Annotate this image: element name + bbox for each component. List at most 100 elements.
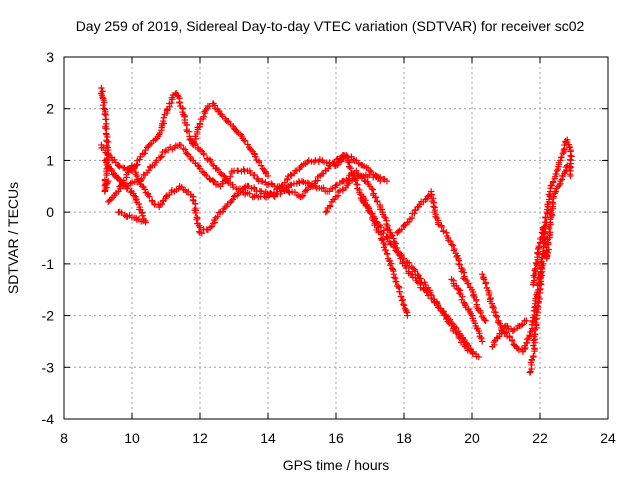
data-point [152,136,159,143]
y-tick-label: -1 [42,256,55,272]
data-point [456,289,463,297]
data-point [456,334,463,342]
data-point [417,284,424,291]
data-point [483,284,491,292]
data-point [219,172,227,179]
data-point [176,99,183,107]
data-point [268,180,275,187]
data-point [203,155,211,162]
data-point [136,178,143,185]
data-point [127,188,134,196]
series-track-7 [360,193,411,319]
data-point [347,165,354,172]
data-point [227,173,234,180]
data-point [568,153,575,160]
data-point [115,174,122,182]
data-point [497,321,504,329]
data-point [162,193,170,200]
chart-title: Day 259 of 2019, Sidereal Day-to-day VTE… [76,18,585,34]
data-point [435,221,442,228]
data-point [158,200,166,208]
y-tick-label: -3 [42,359,55,375]
x-tick-label: 16 [328,430,344,446]
data-point [373,172,380,180]
data-point [115,162,122,169]
series-track-14 [97,84,112,195]
data-point [304,179,312,186]
data-point [287,171,294,178]
data-point [448,322,455,330]
data-point [125,166,133,173]
x-tick-label: 24 [600,430,616,446]
data-point [208,223,215,230]
data-point [244,141,251,148]
data-point [141,150,148,157]
x-tick-label: 8 [60,430,68,446]
data-point [465,305,472,313]
data-point [168,99,175,107]
data-point [156,131,163,138]
data-point [386,226,393,234]
data-point [448,241,455,248]
data-point [455,333,462,341]
data-point [146,193,153,200]
x-tick-label: 22 [532,430,548,446]
data-point [105,138,112,146]
data-point [460,269,468,276]
data-point [366,208,374,216]
data-point [366,171,373,179]
data-point [445,318,452,325]
data-point [394,228,402,236]
data-point [443,229,450,236]
data-point [467,346,475,354]
data-point [397,293,405,300]
data-point [403,264,410,272]
data-point [264,172,272,180]
data-point [252,153,259,160]
data-point [100,105,108,112]
data-point [255,159,263,166]
data-point [323,207,331,215]
data-point [299,192,307,199]
data-point [370,217,377,224]
data-point [190,138,198,146]
data-point [135,200,143,208]
x-tick-label: 12 [192,430,208,446]
data-point [510,326,518,333]
data-point [133,172,141,180]
data-point [378,206,386,213]
data-point [193,216,200,224]
data-point [99,101,107,109]
data-point [423,289,431,296]
series-track-11 [489,317,530,350]
data-point [192,209,199,217]
data-point [339,185,347,193]
data-point [116,163,123,170]
data-point [515,346,523,354]
data-point [219,208,227,215]
data-point [456,261,463,268]
data-point [246,145,254,153]
data-point [449,242,457,249]
data-point [508,336,516,344]
data-point [123,185,131,192]
data-point [459,293,466,300]
data-point [388,231,395,239]
x-axis-label: GPS time / hours [283,457,390,473]
data-point [259,178,266,185]
data-point [532,316,539,323]
data-point [326,202,334,209]
data-point [481,316,488,324]
data-point [214,213,221,220]
data-point [350,156,357,163]
data-point [535,242,543,250]
data-point [194,162,202,169]
series-track-8 [394,188,489,324]
data-point [102,116,109,123]
data-point [389,232,396,239]
data-point [198,230,206,237]
data-point [400,302,408,309]
data-point [141,186,149,193]
data-point [493,313,501,320]
